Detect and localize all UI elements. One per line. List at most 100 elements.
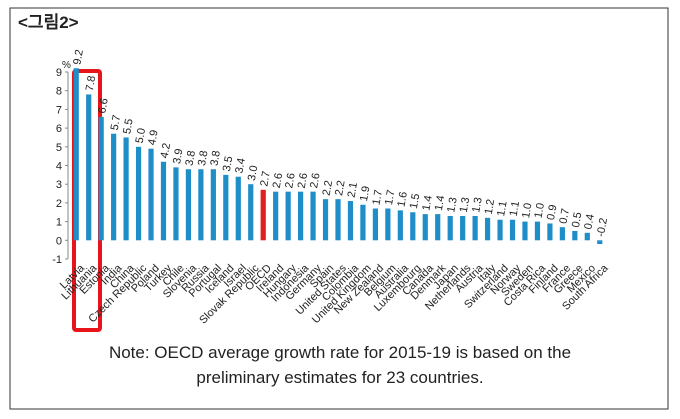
bar: [285, 191, 291, 241]
bar: [422, 214, 428, 241]
bar: [447, 215, 453, 241]
data-label: 1.0: [533, 202, 547, 219]
bar: [522, 221, 528, 241]
data-label: 5.5: [121, 118, 135, 135]
data-label: 5.7: [109, 114, 123, 131]
chart-title: <그림2>: [18, 13, 79, 32]
data-label: 7.8: [84, 75, 98, 92]
data-label: 1.3: [445, 196, 459, 213]
data-label: 4.9: [146, 129, 160, 146]
note: Note: OECD average growth rate for 2015-…: [109, 343, 571, 362]
bar: [98, 116, 104, 241]
bar: [111, 133, 117, 241]
data-label: 2.7: [258, 170, 272, 187]
y-tick-label: 5: [56, 142, 62, 154]
data-label: 0.5: [570, 211, 584, 228]
bar: [597, 240, 603, 245]
bar: [497, 219, 503, 241]
bar: [335, 199, 341, 241]
frame: [9, 7, 669, 410]
data-label: 0.4: [582, 213, 596, 230]
bar: [435, 214, 441, 241]
data-label: 1.9: [358, 185, 372, 202]
bar: [360, 204, 366, 241]
y-tick-label: 6: [56, 123, 62, 135]
data-label: 0.9: [545, 204, 559, 221]
data-label: 0.7: [558, 208, 572, 225]
y-tick-label: 3: [56, 179, 62, 191]
data-label: 3.4: [233, 157, 247, 174]
y-tick-label: 7: [56, 104, 62, 116]
bar: [410, 212, 416, 241]
bar: [559, 227, 565, 241]
data-label: 3.9: [171, 148, 185, 165]
bar: [534, 221, 541, 241]
bar: [210, 169, 216, 241]
y-tick-label: 1: [56, 217, 62, 229]
bar: [484, 217, 491, 241]
data-label: 4.2: [159, 142, 173, 159]
bar: [260, 189, 266, 241]
data-label: -0.2: [595, 217, 610, 238]
data-label: 3.8: [184, 150, 198, 167]
data-label: 2.6: [271, 172, 285, 189]
bar: [397, 210, 403, 241]
note: preliminary estimates for 23 countries.: [196, 368, 483, 387]
bar: [123, 137, 129, 241]
bar: [385, 208, 391, 241]
y-tick-label: -1: [52, 254, 62, 266]
data-label: 1.5: [408, 193, 422, 210]
y-tick-label: 4: [56, 161, 62, 173]
bar: [472, 215, 478, 241]
data-label: 6.6: [96, 97, 110, 114]
bar: [322, 199, 329, 241]
data-label: 3.5: [221, 155, 235, 172]
bar: [198, 169, 204, 241]
bar: [173, 167, 179, 241]
bar: [248, 184, 254, 241]
data-label: 1.0: [520, 202, 534, 219]
data-label: 5.0: [134, 127, 148, 144]
bar: [509, 219, 516, 241]
data-label: 3.8: [208, 150, 222, 167]
bar: [185, 169, 192, 241]
y-tick-label: 9: [56, 67, 62, 79]
bar: [298, 191, 304, 241]
data-label: 1.4: [420, 194, 434, 211]
bar: [310, 191, 316, 241]
data-label: 3.8: [196, 150, 210, 167]
bar: [135, 146, 142, 241]
data-label: 1.7: [383, 189, 397, 206]
bar: [372, 208, 378, 241]
data-label: 1.4: [433, 194, 447, 211]
data-label: 2.2: [321, 180, 335, 197]
data-label: 2.6: [283, 172, 297, 189]
data-label: 9.2: [71, 49, 85, 66]
data-label: 2.6: [308, 172, 322, 189]
bar: [273, 191, 279, 241]
bar: [347, 201, 354, 241]
bar: [148, 148, 154, 241]
bar: [572, 230, 578, 241]
data-label: 2.2: [333, 180, 347, 197]
data-label: 1.6: [395, 191, 409, 208]
y-unit: %: [62, 60, 71, 71]
data-label: 3.0: [246, 165, 260, 182]
data-label: 1.3: [458, 196, 472, 213]
data-label: 1.3: [470, 196, 484, 213]
data-label: 1.7: [371, 189, 385, 206]
bar: [584, 232, 590, 241]
y-tick-label: 2: [56, 198, 62, 210]
bar: [86, 94, 92, 241]
y-tick-label: 8: [56, 86, 62, 98]
data-label: 1.1: [495, 200, 509, 217]
data-label: 1.1: [508, 200, 522, 217]
bar: [223, 174, 229, 241]
data-label: 2.6: [296, 172, 310, 189]
data-label: 2.1: [346, 181, 360, 198]
y-tick-label: 0: [56, 235, 62, 247]
bar: [547, 223, 553, 241]
bar: [235, 176, 241, 241]
bar: [460, 215, 466, 241]
